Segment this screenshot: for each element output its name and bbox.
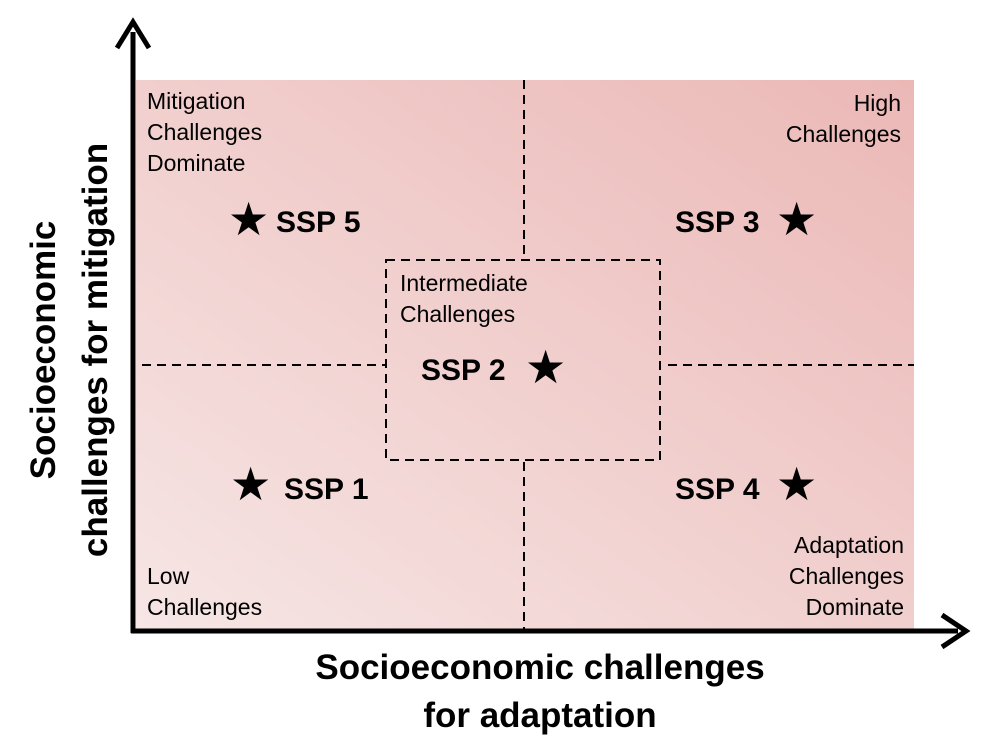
quadrant-label-adaptation-dominate: Adaptation Challenges Dominate [788,532,904,620]
ssp2-star-icon: ★ [525,341,567,393]
ssp2-label: SSP 2 [421,354,506,387]
quadrant-label-mitigation-dominate: Mitigation Challenges Dominate [147,88,263,176]
quadrant-label-intermediate: Intermediate Challenges [400,270,528,327]
y-axis-title-line2: challenges for mitigation [76,142,115,558]
ssp5-label: SSP 5 [276,206,361,239]
x-axis-arrowhead [940,612,971,650]
intermediate-box [385,259,661,461]
ssp4-star-icon: ★ [776,458,818,510]
y-axis-title-line1: Socioeconomic [24,220,63,480]
ssp5-star-icon: ★ [228,193,270,245]
quadrant-label-low-challenges: Low Challenges [147,563,263,620]
ssp1-label: SSP 1 [284,473,369,506]
ssp4-label: SSP 4 [675,473,760,506]
x-axis-title-line2: for adaptation [423,696,657,735]
x-axis-title-line1: Socioeconomic challenges [315,648,765,687]
ssp3-star-icon: ★ [776,193,818,245]
ssp1-star-icon: ★ [230,458,272,510]
y-axis-arrowhead [114,17,152,50]
ssp3-label: SSP 3 [675,206,760,239]
quadrant-label-high-challenges: High Challenges [785,90,901,147]
